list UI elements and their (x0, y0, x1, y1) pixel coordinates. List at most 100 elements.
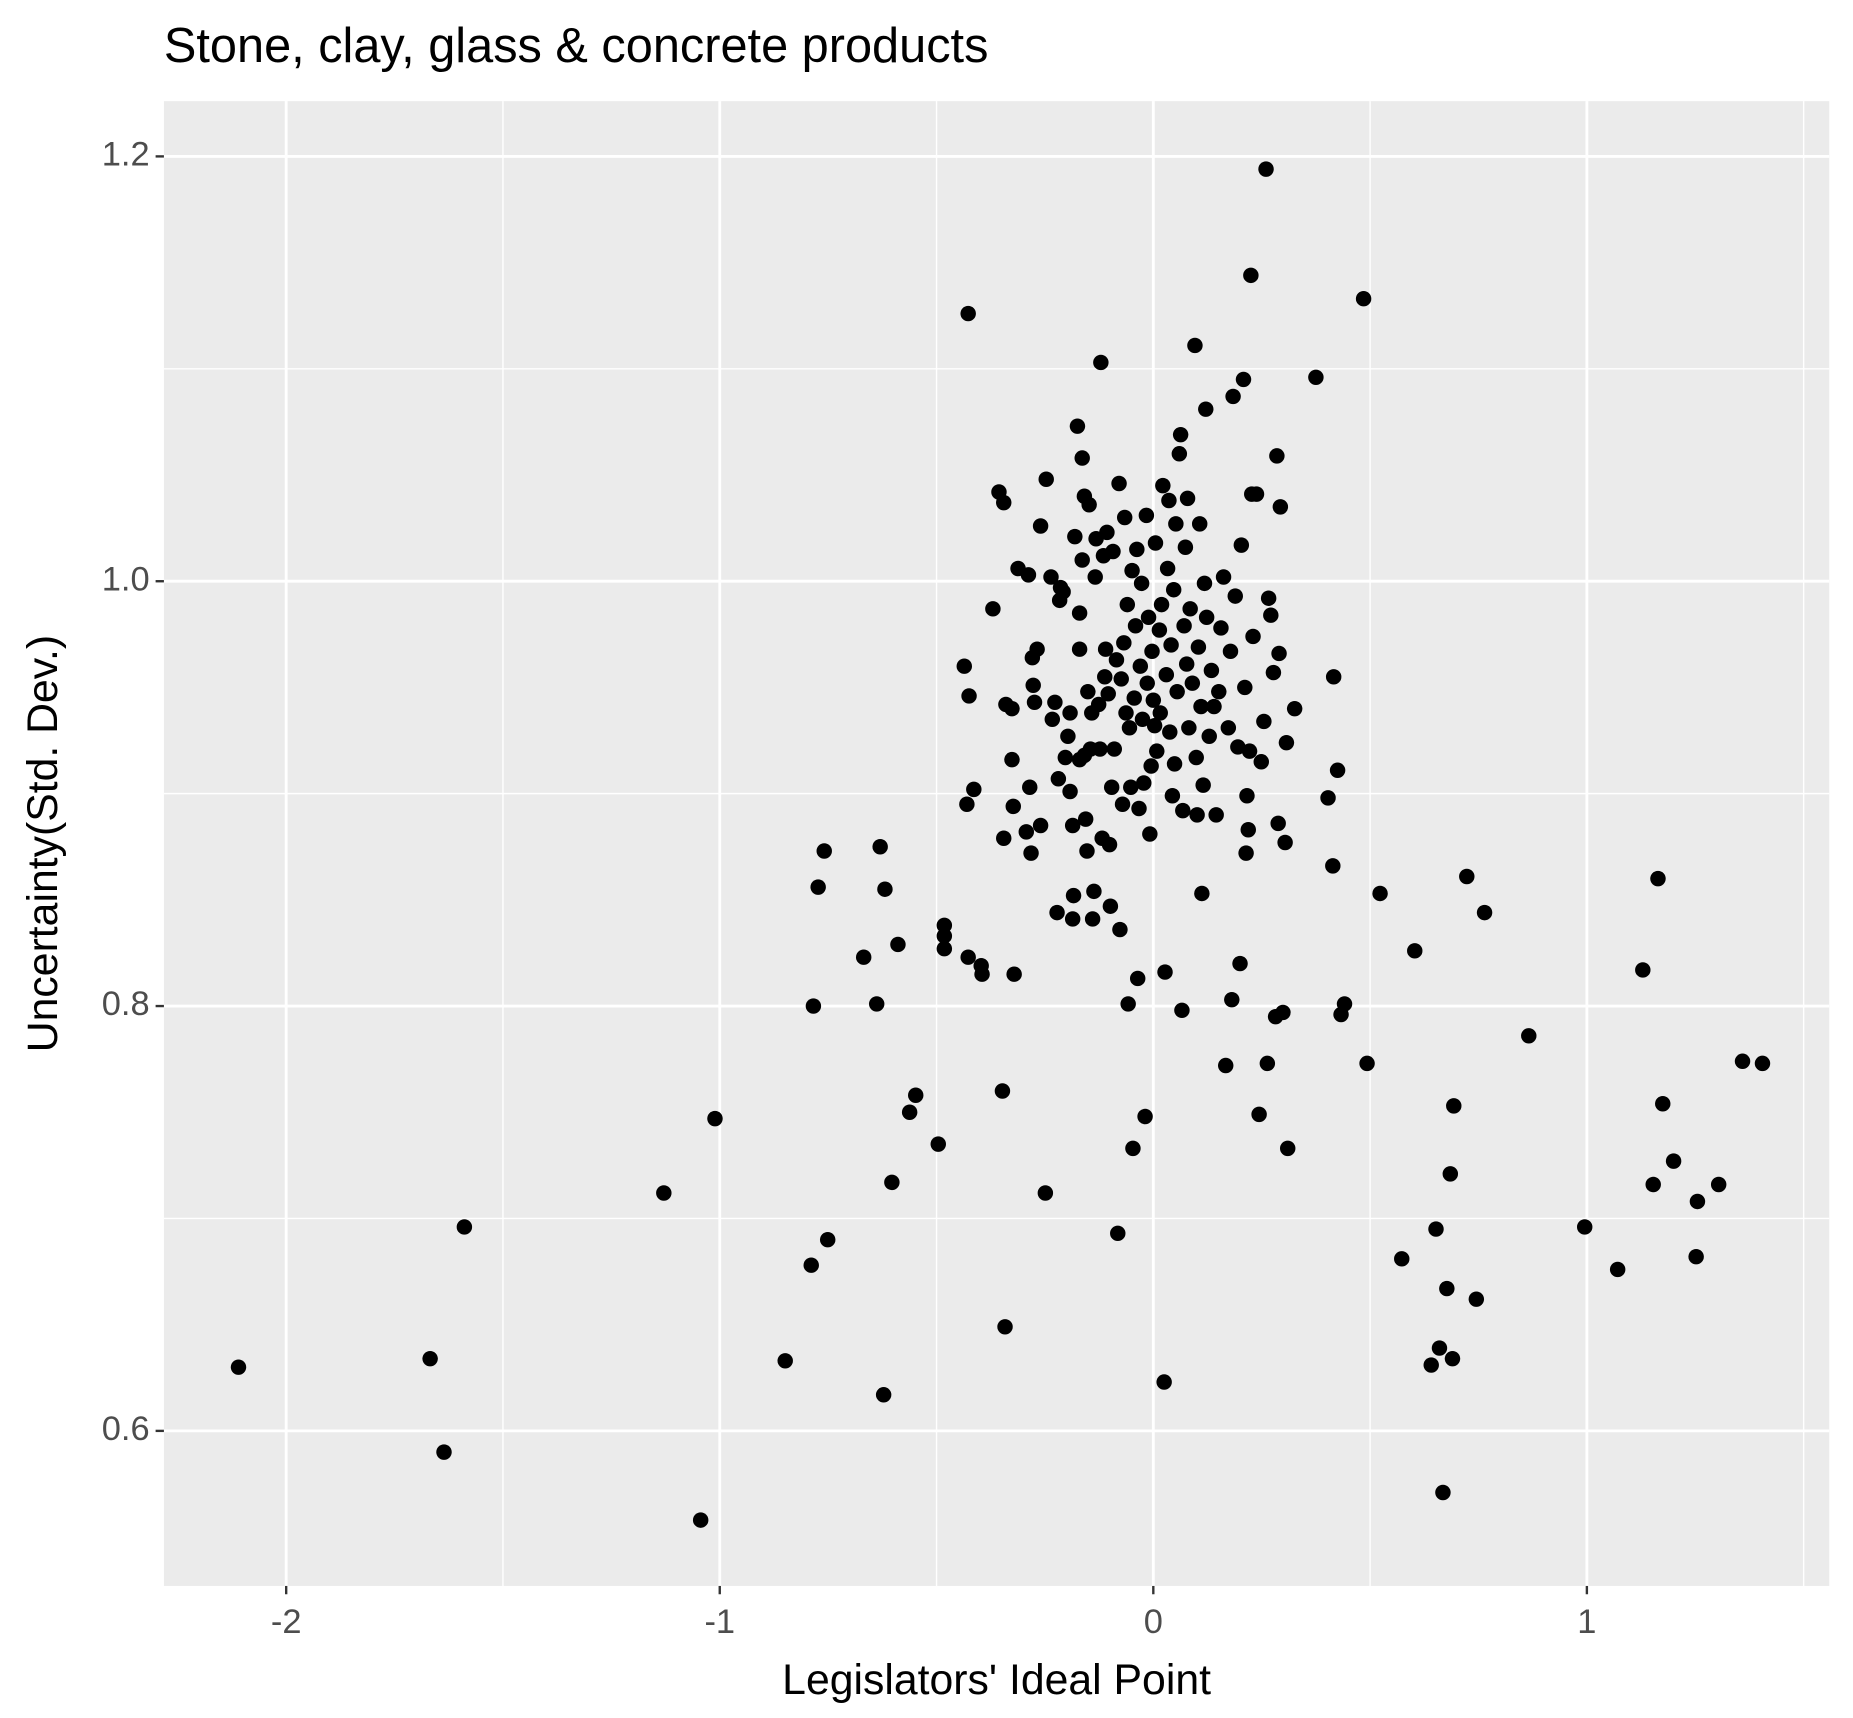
point (1182, 601, 1198, 617)
point (1184, 675, 1201, 691)
point (1044, 711, 1061, 728)
point (1101, 836, 1118, 853)
point (1265, 664, 1282, 681)
point (890, 936, 906, 953)
point (1026, 694, 1043, 711)
point (1650, 870, 1666, 887)
point (810, 879, 826, 895)
point (1121, 720, 1138, 736)
point (707, 1110, 723, 1127)
point (1106, 741, 1123, 757)
point (1224, 991, 1240, 1008)
point (1394, 1251, 1410, 1267)
point (1272, 499, 1289, 515)
point (877, 881, 893, 897)
point (1372, 885, 1388, 902)
point (1153, 596, 1170, 613)
point (1084, 911, 1101, 927)
axes: -2 -1 0 1 0.6 0.8 1.0 1.2 (102, 135, 1597, 1641)
point (1118, 705, 1134, 721)
point (1442, 1166, 1459, 1182)
point (1734, 1053, 1751, 1070)
point (1112, 921, 1128, 938)
point (1230, 739, 1246, 755)
x-tick-label: -2 (271, 1603, 302, 1641)
point (1278, 734, 1295, 751)
point (996, 494, 1012, 511)
point (1049, 904, 1065, 921)
y-tick-label: 0.8 (102, 985, 150, 1023)
point (1355, 290, 1372, 307)
point (1139, 675, 1155, 691)
point (960, 949, 976, 965)
point (692, 1512, 709, 1528)
point (1435, 1484, 1451, 1501)
point (1665, 1153, 1682, 1169)
point (1029, 641, 1045, 657)
point (1172, 426, 1189, 443)
point (1238, 845, 1254, 861)
point (1080, 683, 1096, 700)
point (1152, 705, 1168, 721)
point (1196, 575, 1213, 592)
point (1217, 1057, 1234, 1074)
point (936, 917, 953, 934)
point (1125, 1140, 1141, 1157)
point (1143, 758, 1159, 774)
point (959, 796, 975, 812)
point (1521, 1028, 1537, 1044)
point (1220, 720, 1237, 736)
point (1468, 1291, 1485, 1307)
point (1090, 696, 1107, 713)
point (1237, 679, 1253, 696)
point (1476, 904, 1493, 921)
point (1062, 783, 1078, 800)
point (1142, 826, 1158, 842)
point (1215, 569, 1232, 585)
point (1308, 369, 1324, 386)
point (1111, 475, 1127, 492)
point (1134, 711, 1151, 728)
point (1241, 743, 1258, 759)
point (1092, 741, 1108, 757)
x-tick-label: -1 (704, 1603, 735, 1641)
point (1459, 868, 1475, 885)
point (1239, 788, 1255, 804)
point (936, 940, 953, 957)
point (1177, 539, 1194, 555)
point (1149, 743, 1165, 759)
point (1071, 641, 1088, 657)
panel-background (163, 101, 1830, 1586)
point (974, 966, 990, 982)
point (1158, 666, 1175, 683)
point (985, 601, 1001, 617)
point (1576, 1219, 1593, 1235)
point (1222, 643, 1239, 660)
point (1140, 609, 1157, 626)
point (1609, 1261, 1626, 1278)
point (1097, 669, 1113, 685)
point (1233, 537, 1250, 553)
point (1005, 798, 1021, 815)
point (1181, 720, 1197, 736)
point (1179, 490, 1196, 507)
point (1320, 790, 1336, 806)
point (1193, 698, 1209, 715)
point (1645, 1176, 1661, 1193)
point (1256, 713, 1272, 730)
point (1145, 692, 1162, 708)
point (1336, 996, 1353, 1012)
point (1359, 1055, 1375, 1072)
point (1127, 618, 1144, 634)
point (1243, 267, 1259, 284)
point (1263, 607, 1279, 623)
x-tick-label: 0 (1144, 1603, 1163, 1641)
point (1325, 858, 1341, 874)
point (1655, 1096, 1671, 1112)
point (1133, 575, 1150, 592)
point (884, 1174, 900, 1191)
point (1057, 749, 1074, 766)
point (1067, 528, 1083, 545)
point (456, 1219, 473, 1235)
